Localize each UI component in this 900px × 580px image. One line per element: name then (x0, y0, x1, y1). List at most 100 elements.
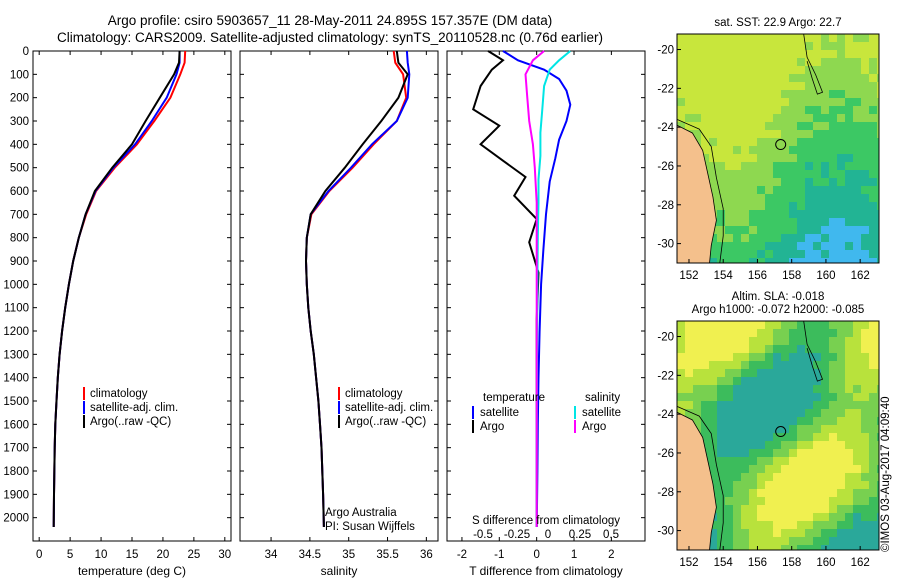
map-cell (749, 385, 757, 393)
map-cell (837, 210, 845, 218)
map-cell (821, 537, 829, 545)
map-cell (733, 74, 741, 82)
map-cell (757, 321, 765, 329)
y-tick-label: 1600 (3, 419, 29, 431)
map-cell (701, 106, 709, 114)
map-cell (837, 50, 845, 58)
map-cell (717, 449, 725, 457)
map-cell (781, 114, 789, 122)
map-cell (709, 337, 717, 345)
map-cell (709, 90, 717, 98)
map-cell (829, 170, 837, 178)
map-cell (789, 433, 797, 441)
map-cell (677, 82, 685, 90)
x-tick-label: 20 (157, 549, 170, 561)
map-cell (797, 513, 805, 521)
map-cell (717, 417, 725, 425)
map-cell (781, 321, 789, 329)
map-cell (749, 42, 757, 50)
map-cell (765, 505, 773, 513)
map-cell (781, 250, 789, 258)
map-cell (733, 98, 741, 106)
map-cell (781, 449, 789, 457)
map-cell (773, 545, 781, 550)
map-cell (733, 66, 741, 74)
map-cell (789, 122, 797, 130)
map-cell (789, 106, 797, 114)
map-cell (813, 401, 821, 409)
map-cell (845, 234, 853, 242)
map-cell (845, 497, 853, 505)
map-cell (717, 473, 725, 481)
map-cell (805, 321, 813, 329)
map-cell (821, 74, 829, 82)
map-cell (789, 497, 797, 505)
map-cell (725, 545, 733, 550)
map-cell (845, 146, 853, 154)
map-cell (789, 202, 797, 210)
map-cell (757, 138, 765, 146)
map-cell (853, 345, 861, 353)
map-cell (709, 369, 717, 377)
map-cell (773, 417, 781, 425)
map-cell (741, 481, 749, 489)
map-cell (797, 441, 805, 449)
map-cell (765, 74, 773, 82)
map-cell (861, 186, 869, 194)
map-cell (797, 202, 805, 210)
map-cell (773, 146, 781, 154)
map-cell (845, 218, 853, 226)
map-cell (781, 170, 789, 178)
legend-title: salinity (585, 392, 620, 404)
map-cell (709, 250, 717, 258)
map-cell (757, 50, 765, 58)
map-cell (845, 250, 853, 258)
map-cell (813, 42, 821, 50)
map-cell (685, 50, 693, 58)
map-cell (765, 162, 773, 170)
map-cell (829, 58, 837, 66)
map-cell (845, 521, 853, 529)
map-cell (773, 130, 781, 138)
map-cell (741, 114, 749, 122)
map-cell (861, 377, 869, 385)
map-cell (773, 489, 781, 497)
map-title: Altim. SLA: -0.018 (732, 291, 825, 303)
map-cell (757, 146, 765, 154)
map-cell (781, 329, 789, 337)
map-cell (693, 329, 701, 337)
map-cell (829, 457, 837, 465)
map-cell (773, 154, 781, 162)
map-cell (757, 441, 765, 449)
map-cell (829, 417, 837, 425)
map-cell (765, 529, 773, 537)
map-frame (676, 320, 880, 551)
map-cell (741, 234, 749, 242)
map-cell (829, 90, 837, 98)
map-cell (709, 457, 717, 465)
map-cell (853, 401, 861, 409)
map-cell (829, 321, 837, 329)
map-cell (829, 106, 837, 114)
map-cell (789, 162, 797, 170)
map-cell (773, 226, 781, 234)
map-cell (837, 114, 845, 122)
map-cell (725, 337, 733, 345)
map-cell (853, 361, 861, 369)
map-cell (733, 377, 741, 385)
map-cell (861, 497, 869, 505)
map-cell (757, 433, 765, 441)
map-cell (781, 401, 789, 409)
legend-label: Argo(..raw -QC) (90, 416, 171, 428)
map-cell (733, 202, 741, 210)
map-cell (813, 457, 821, 465)
map-cell (797, 497, 805, 505)
map-cell (741, 537, 749, 545)
map-cell (693, 114, 701, 122)
map-cell (861, 138, 869, 146)
map-cell (797, 465, 805, 473)
map-cell (773, 377, 781, 385)
map-cell (861, 162, 869, 170)
map-cell (781, 226, 789, 234)
map-cell (829, 465, 837, 473)
